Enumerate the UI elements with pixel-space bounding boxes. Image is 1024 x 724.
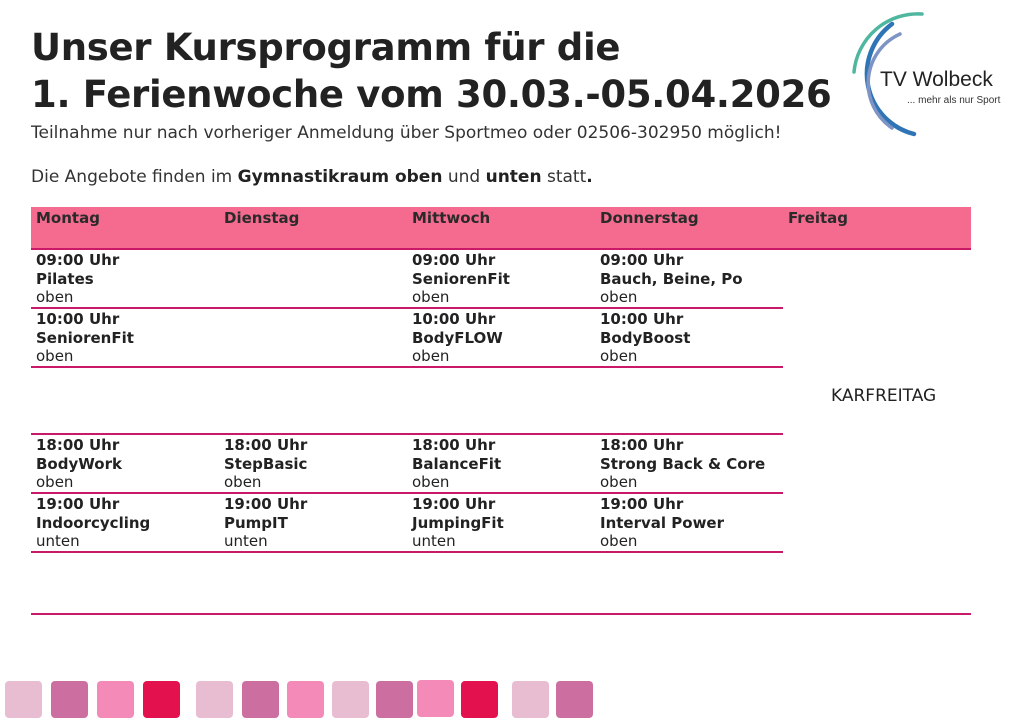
decor-square [461, 681, 498, 718]
course-name: Pilates [36, 269, 94, 288]
course-slot-tuesday-1800: 18:00 Uhr StepBasic oben [224, 436, 410, 492]
course-slot-wednesday-1800: 18:00 Uhr BalanceFit oben [412, 436, 598, 492]
decor-square [417, 680, 454, 717]
course-room: unten [412, 532, 456, 550]
decor-square [143, 681, 180, 718]
course-time: 19:00 Uhr [224, 495, 308, 513]
course-slot-wednesday-1000: 10:00 Uhr BodyFLOW oben [412, 310, 598, 366]
course-name: BodyFLOW [412, 328, 503, 347]
course-time: 09:00 Uhr [600, 251, 684, 269]
location-room: Gymnastikraum oben [237, 167, 443, 187]
decor-square [332, 681, 369, 718]
location-suffix: statt [541, 167, 587, 187]
registration-note: Teilnahme nur nach vorheriger Anmeldung … [31, 123, 782, 143]
decor-square [512, 681, 549, 718]
course-room: oben [36, 347, 74, 365]
course-room: oben [600, 532, 638, 550]
course-name: SeniorenFit [36, 328, 134, 347]
course-slot-wednesday-1900: 19:00 Uhr JumpingFit unten [412, 495, 598, 551]
course-name: Bauch, Beine, Po [600, 269, 743, 288]
divider-1800 [31, 492, 783, 494]
course-room: oben [600, 473, 638, 491]
course-name: JumpingFit [412, 513, 504, 532]
course-name: Strong Back & Core [600, 454, 766, 473]
decor-square [376, 681, 413, 718]
divider-bottom [31, 613, 971, 615]
course-room: oben [412, 473, 450, 491]
day-header-thursday: Donnerstag [600, 209, 699, 227]
course-room: oben [412, 347, 450, 365]
location-prefix: Die Angebote finden im [31, 167, 238, 187]
course-name: SeniorenFit [412, 269, 510, 288]
course-time: 18:00 Uhr [36, 436, 120, 454]
decor-square [242, 681, 279, 718]
course-time: 18:00 Uhr [412, 436, 496, 454]
course-slot-monday-1800: 18:00 Uhr BodyWork oben [36, 436, 222, 492]
course-time: 09:00 Uhr [36, 251, 120, 269]
decor-square [196, 681, 233, 718]
decor-square [287, 681, 324, 718]
course-room: oben [412, 288, 450, 306]
location-period: . [586, 167, 593, 187]
course-time: 09:00 Uhr [412, 251, 496, 269]
course-room: unten [36, 532, 80, 550]
divider-1000 [31, 366, 783, 368]
divider-gap [31, 433, 783, 435]
day-header-tuesday: Dienstag [224, 209, 300, 227]
day-header-wednesday: Mittwoch [412, 209, 491, 227]
title-line-1: Unser Kursprogramm für die [31, 26, 621, 69]
decor-square [556, 681, 593, 718]
logo-tagline: ... mehr als nur Sport [907, 95, 1001, 106]
table-header [31, 207, 971, 248]
divider-header [31, 248, 971, 250]
course-name: BalanceFit [412, 454, 502, 473]
course-slot-tuesday-1900: 19:00 Uhr PumpIT unten [224, 495, 410, 551]
decor-square [5, 681, 42, 718]
course-time: 10:00 Uhr [36, 310, 120, 328]
course-time: 18:00 Uhr [224, 436, 308, 454]
day-header-friday: Freitag [788, 209, 849, 227]
course-slot-thursday-1000: 10:00 Uhr BodyBoost oben [600, 310, 786, 366]
decor-square [97, 681, 134, 718]
course-slot-wednesday-0900: 09:00 Uhr SeniorenFit oben [412, 251, 598, 307]
course-name: Indoorcycling [36, 513, 151, 532]
course-room: oben [36, 473, 74, 491]
course-slot-monday-1000: 10:00 Uhr SeniorenFit oben [36, 310, 222, 366]
course-time: 19:00 Uhr [36, 495, 120, 513]
page-title: Unser Kursprogramm für die 1. Ferienwoche… [31, 24, 832, 118]
tv-wolbeck-logo-icon [852, 12, 924, 137]
friday-holiday-note: KARFREITAG [831, 386, 937, 406]
course-name: BodyWork [36, 454, 122, 473]
course-room: oben [600, 347, 638, 365]
location-room-2: unten [485, 167, 542, 187]
course-slot-thursday-0900: 09:00 Uhr Bauch, Beine, Po oben [600, 251, 786, 307]
decor-square [51, 681, 88, 718]
course-room: oben [600, 288, 638, 306]
course-time: 10:00 Uhr [600, 310, 684, 328]
course-slot-thursday-1800: 18:00 Uhr Strong Back & Core oben [600, 436, 786, 492]
course-name: StepBasic [224, 454, 308, 473]
course-slot-monday-1900: 19:00 Uhr Indoorcycling unten [36, 495, 222, 551]
title-line-2: 1. Ferienwoche vom 30.03.-05.04.2026 [31, 73, 832, 116]
course-slot-thursday-1900: 19:00 Uhr Interval Power oben [600, 495, 786, 551]
course-time: 19:00 Uhr [412, 495, 496, 513]
logo-name: TV Wolbeck [880, 68, 993, 91]
course-room: oben [224, 473, 262, 491]
course-room: unten [224, 532, 268, 550]
location-note: Die Angebote finden im Gymnastikraum obe… [31, 167, 593, 187]
day-header-monday: Montag [36, 209, 100, 227]
course-time: 10:00 Uhr [412, 310, 496, 328]
divider-0900 [31, 307, 783, 309]
divider-1900 [31, 551, 783, 553]
course-slot-monday-0900: 09:00 Uhr Pilates oben [36, 251, 222, 307]
location-and: und [442, 167, 486, 187]
course-room: oben [36, 288, 74, 306]
course-time: 19:00 Uhr [600, 495, 684, 513]
course-name: PumpIT [224, 513, 288, 532]
course-name: Interval Power [600, 513, 724, 532]
course-name: BodyBoost [600, 328, 691, 347]
course-time: 18:00 Uhr [600, 436, 684, 454]
